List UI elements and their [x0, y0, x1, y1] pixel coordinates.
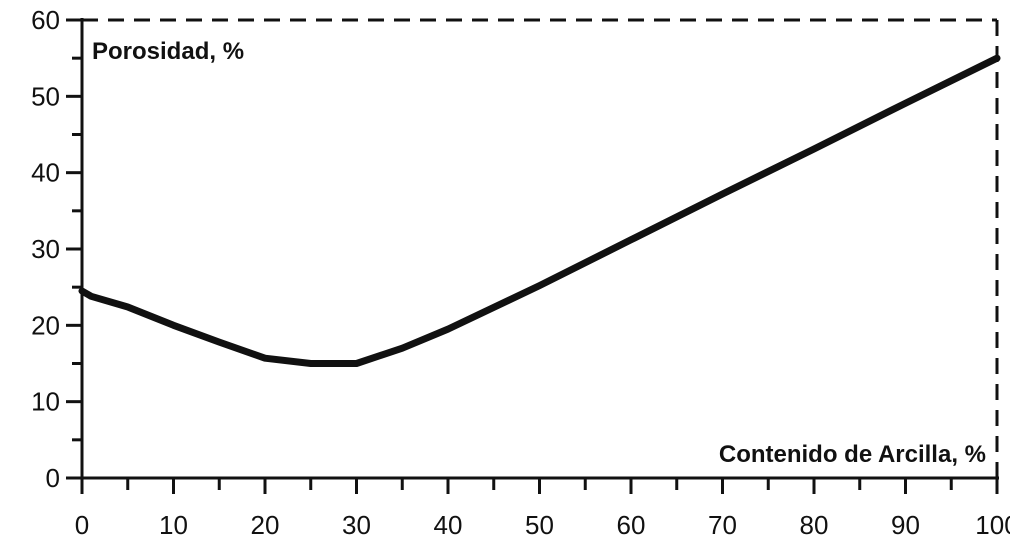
y-axis-title: Porosidad, %: [92, 38, 244, 65]
x-tick-label: 20: [251, 510, 280, 540]
y-tick-label: 10: [31, 387, 60, 417]
y-tick-label: 0: [46, 463, 60, 493]
x-tick-label: 50: [525, 510, 554, 540]
y-tick-label: 50: [31, 81, 60, 111]
y-tick-label: 60: [31, 5, 60, 35]
x-tick-label: 70: [708, 510, 737, 540]
y-tick-label: 40: [31, 158, 60, 188]
x-tick-label: 100: [975, 510, 1010, 540]
series-layer: [78, 54, 1001, 367]
x-axis-title: Contenido de Arcilla, %: [719, 441, 986, 468]
x-tick-label: 0: [75, 510, 89, 540]
porosity-curve: [78, 54, 1001, 367]
x-tick-label: 90: [891, 510, 920, 540]
y-tick-label: 20: [31, 310, 60, 340]
axes-layer: [80, 18, 999, 480]
x-tick-label: 30: [342, 510, 371, 540]
ticks-layer: [66, 18, 999, 494]
tick-labels-layer: 0 10 20 30 40 50 60 70 80 90 100 0 10 20 30 40 50 60: [31, 5, 1010, 540]
x-tick-label: 60: [617, 510, 646, 540]
x-tick-label: 80: [800, 510, 829, 540]
x-tick-label: 10: [159, 510, 188, 540]
x-tick-label: 40: [434, 510, 463, 540]
y-tick-label: 30: [31, 234, 60, 264]
